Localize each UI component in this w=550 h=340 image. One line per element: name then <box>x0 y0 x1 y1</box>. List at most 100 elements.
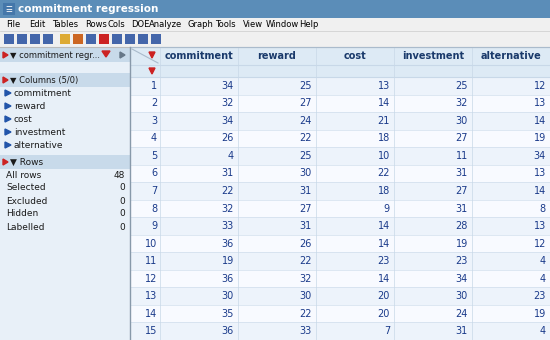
Bar <box>130 147 550 165</box>
Text: ▼ Columns (5/0): ▼ Columns (5/0) <box>10 75 78 85</box>
Text: Labelled: Labelled <box>6 222 45 232</box>
Text: 21: 21 <box>378 116 390 126</box>
Text: ▼ commitment regr...: ▼ commitment regr... <box>10 51 100 59</box>
Bar <box>130 47 550 340</box>
Text: 0: 0 <box>119 197 125 205</box>
Text: 19: 19 <box>534 133 546 143</box>
Bar <box>160 47 238 65</box>
Text: 23: 23 <box>534 291 546 301</box>
Text: Edit: Edit <box>29 20 45 29</box>
Bar <box>316 47 394 65</box>
Text: 25: 25 <box>300 151 312 161</box>
Text: 30: 30 <box>456 291 468 301</box>
Text: 19: 19 <box>456 239 468 249</box>
Bar <box>394 65 472 77</box>
Bar <box>472 65 550 77</box>
Bar <box>60 34 70 44</box>
Bar <box>160 65 238 77</box>
Text: 18: 18 <box>378 186 390 196</box>
Text: 15: 15 <box>145 326 157 336</box>
Text: 28: 28 <box>455 221 468 231</box>
Text: 31: 31 <box>222 168 234 179</box>
Text: 7: 7 <box>151 186 157 196</box>
Text: 10: 10 <box>378 151 390 161</box>
Text: 31: 31 <box>300 221 312 231</box>
Text: 11: 11 <box>145 256 157 266</box>
Text: 34: 34 <box>222 116 234 126</box>
Text: cost: cost <box>344 51 366 61</box>
Text: 12: 12 <box>534 81 546 91</box>
Text: 20: 20 <box>378 291 390 301</box>
Polygon shape <box>5 142 11 148</box>
Text: 1: 1 <box>151 81 157 91</box>
Bar <box>130 305 550 322</box>
Text: 14: 14 <box>378 98 390 108</box>
Text: cost: cost <box>14 115 33 124</box>
Bar <box>130 270 550 287</box>
Text: 14: 14 <box>378 274 390 284</box>
Text: 20: 20 <box>378 309 390 319</box>
Text: 26: 26 <box>222 133 234 143</box>
Polygon shape <box>149 68 155 74</box>
Text: reward: reward <box>257 51 296 61</box>
Polygon shape <box>5 103 11 109</box>
Bar <box>130 287 550 305</box>
Text: 8: 8 <box>151 204 157 214</box>
Text: 25: 25 <box>455 81 468 91</box>
Text: 13: 13 <box>378 81 390 91</box>
Text: 6: 6 <box>151 168 157 179</box>
Text: 48: 48 <box>114 170 125 180</box>
Text: 34: 34 <box>222 81 234 91</box>
Text: 13: 13 <box>534 98 546 108</box>
Text: 32: 32 <box>222 98 234 108</box>
Bar <box>130 77 550 95</box>
Bar <box>130 130 550 147</box>
Text: 22: 22 <box>222 186 234 196</box>
Bar <box>130 47 160 65</box>
Text: 26: 26 <box>300 239 312 249</box>
Text: 2: 2 <box>151 98 157 108</box>
Text: 31: 31 <box>456 168 468 179</box>
Text: 8: 8 <box>540 204 546 214</box>
Text: Selected: Selected <box>6 184 46 192</box>
Text: 12: 12 <box>145 274 157 284</box>
Bar <box>99 34 109 44</box>
Bar <box>0 63 130 73</box>
Polygon shape <box>102 51 110 57</box>
Text: 9: 9 <box>384 204 390 214</box>
Text: 31: 31 <box>456 204 468 214</box>
Text: 4: 4 <box>540 256 546 266</box>
Polygon shape <box>3 159 8 165</box>
Bar <box>73 34 83 44</box>
Bar <box>43 34 53 44</box>
Bar <box>394 47 472 65</box>
Polygon shape <box>5 90 11 96</box>
Bar <box>238 47 316 65</box>
Text: commitment: commitment <box>164 51 233 61</box>
Text: 11: 11 <box>456 151 468 161</box>
Text: investment: investment <box>402 51 464 61</box>
Text: 4: 4 <box>151 133 157 143</box>
Text: 22: 22 <box>300 256 312 266</box>
Text: 5: 5 <box>151 151 157 161</box>
Polygon shape <box>149 52 155 58</box>
Text: 18: 18 <box>378 133 390 143</box>
Text: 31: 31 <box>300 186 312 196</box>
Text: ▼ Rows: ▼ Rows <box>10 157 43 167</box>
Text: 23: 23 <box>455 256 468 266</box>
Text: 0: 0 <box>119 209 125 219</box>
Text: 31: 31 <box>456 326 468 336</box>
Text: 13: 13 <box>534 221 546 231</box>
Bar <box>238 65 316 77</box>
Text: Window: Window <box>266 20 299 29</box>
Bar <box>472 47 550 65</box>
Bar <box>130 165 550 182</box>
Bar <box>130 200 550 217</box>
Text: 23: 23 <box>378 256 390 266</box>
Text: 14: 14 <box>378 221 390 231</box>
Polygon shape <box>120 52 125 58</box>
Text: 22: 22 <box>300 133 312 143</box>
Text: 7: 7 <box>384 326 390 336</box>
Bar <box>86 34 96 44</box>
Text: 33: 33 <box>300 326 312 336</box>
